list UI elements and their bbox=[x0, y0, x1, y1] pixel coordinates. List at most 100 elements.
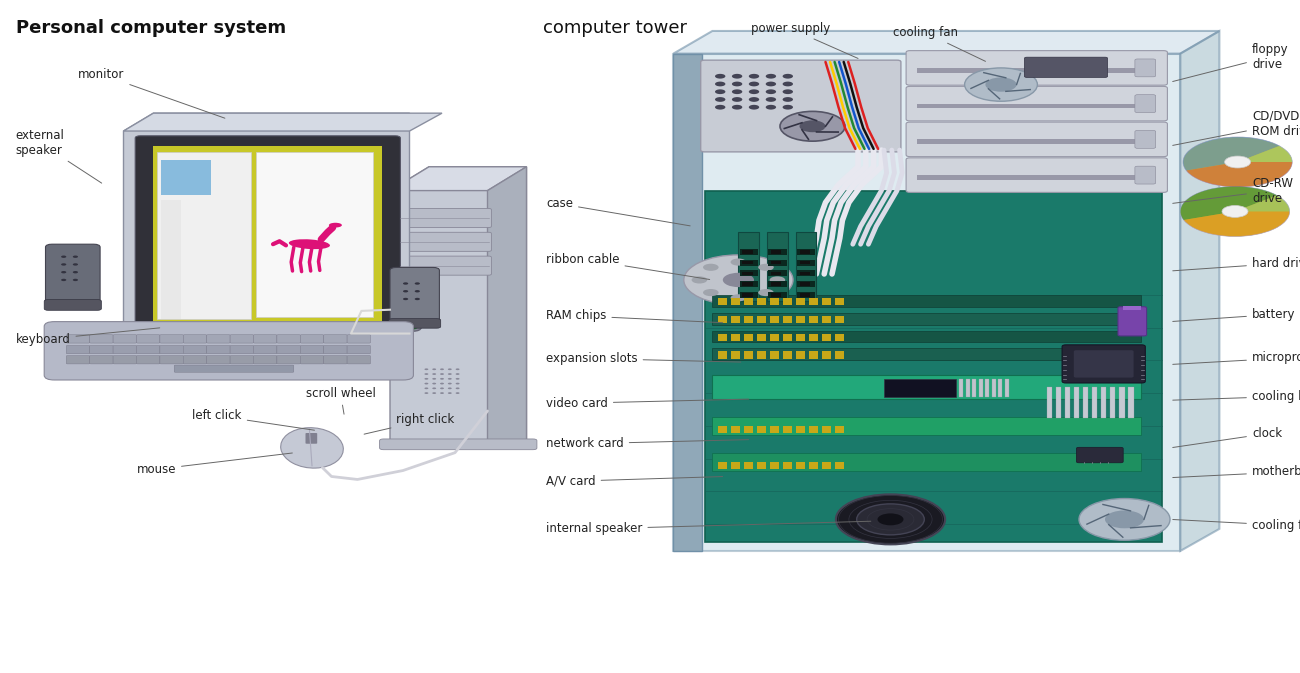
Circle shape bbox=[731, 258, 746, 266]
Bar bbox=[161, 199, 181, 318]
Circle shape bbox=[732, 74, 742, 79]
FancyBboxPatch shape bbox=[390, 267, 439, 326]
Circle shape bbox=[447, 388, 452, 389]
Text: network card: network card bbox=[546, 437, 749, 450]
Bar bbox=[797, 292, 815, 297]
FancyBboxPatch shape bbox=[254, 334, 277, 343]
FancyBboxPatch shape bbox=[136, 334, 160, 343]
FancyBboxPatch shape bbox=[347, 345, 370, 354]
Circle shape bbox=[857, 504, 924, 535]
Bar bbox=[161, 160, 211, 195]
Circle shape bbox=[424, 392, 429, 394]
Circle shape bbox=[715, 105, 725, 110]
FancyBboxPatch shape bbox=[230, 345, 254, 354]
Bar bbox=[757, 316, 766, 323]
Bar bbox=[797, 271, 815, 277]
Bar bbox=[992, 380, 996, 397]
Circle shape bbox=[365, 323, 376, 328]
Bar bbox=[809, 316, 818, 323]
Circle shape bbox=[692, 277, 707, 283]
Circle shape bbox=[783, 90, 793, 94]
FancyBboxPatch shape bbox=[347, 355, 370, 364]
Text: internal speaker: internal speaker bbox=[546, 521, 871, 536]
Bar bbox=[797, 281, 815, 287]
Circle shape bbox=[965, 68, 1037, 101]
Bar bbox=[771, 293, 781, 297]
Bar bbox=[768, 281, 786, 287]
Bar bbox=[705, 190, 1162, 542]
Bar bbox=[770, 316, 779, 323]
Wedge shape bbox=[1187, 162, 1292, 187]
Bar bbox=[214, 324, 227, 327]
Bar bbox=[1110, 387, 1115, 418]
FancyBboxPatch shape bbox=[324, 334, 347, 343]
Bar bbox=[673, 54, 702, 551]
Circle shape bbox=[432, 392, 437, 394]
Text: case: case bbox=[546, 197, 690, 226]
Polygon shape bbox=[124, 113, 442, 131]
Text: computer tower: computer tower bbox=[543, 19, 688, 37]
Text: floppy
drive: floppy drive bbox=[1173, 42, 1288, 81]
FancyBboxPatch shape bbox=[135, 136, 400, 331]
Bar bbox=[234, 324, 247, 327]
Bar bbox=[822, 426, 831, 433]
FancyBboxPatch shape bbox=[174, 365, 294, 372]
Circle shape bbox=[758, 289, 774, 296]
Text: CD-RW
drive: CD-RW drive bbox=[1173, 176, 1294, 205]
Bar bbox=[835, 334, 844, 341]
Bar bbox=[796, 426, 805, 433]
Bar bbox=[731, 334, 740, 341]
Text: A/V card: A/V card bbox=[546, 474, 723, 488]
FancyBboxPatch shape bbox=[136, 345, 160, 354]
FancyBboxPatch shape bbox=[277, 355, 300, 364]
FancyBboxPatch shape bbox=[46, 244, 100, 307]
Circle shape bbox=[456, 383, 460, 384]
Circle shape bbox=[424, 368, 429, 370]
Circle shape bbox=[441, 373, 445, 375]
Text: external
speaker: external speaker bbox=[16, 129, 101, 183]
Circle shape bbox=[770, 277, 785, 283]
FancyBboxPatch shape bbox=[300, 334, 324, 343]
Text: Image ID: BB49AJ: Image ID: BB49AJ bbox=[1154, 615, 1245, 625]
Bar bbox=[757, 297, 766, 305]
Bar bbox=[768, 249, 786, 255]
FancyBboxPatch shape bbox=[230, 334, 254, 343]
FancyBboxPatch shape bbox=[66, 345, 90, 354]
Circle shape bbox=[432, 368, 437, 370]
Bar bbox=[809, 297, 818, 305]
Bar bbox=[757, 426, 766, 433]
Circle shape bbox=[749, 90, 759, 94]
FancyBboxPatch shape bbox=[1135, 95, 1156, 112]
Circle shape bbox=[766, 90, 776, 94]
Bar bbox=[770, 462, 779, 468]
Text: monitor: monitor bbox=[78, 68, 225, 118]
Bar bbox=[744, 297, 753, 305]
Circle shape bbox=[432, 378, 437, 380]
Circle shape bbox=[424, 373, 429, 375]
Bar bbox=[809, 462, 818, 468]
Circle shape bbox=[415, 297, 420, 300]
FancyBboxPatch shape bbox=[324, 355, 347, 364]
Bar bbox=[740, 281, 758, 287]
Bar bbox=[771, 272, 781, 275]
Circle shape bbox=[456, 373, 460, 375]
Text: microprocessor: microprocessor bbox=[1173, 351, 1300, 364]
Circle shape bbox=[441, 392, 445, 394]
FancyBboxPatch shape bbox=[160, 355, 183, 364]
Bar bbox=[966, 380, 970, 397]
Wedge shape bbox=[1184, 211, 1290, 236]
Bar bbox=[822, 316, 831, 323]
Text: scroll wheel: scroll wheel bbox=[306, 386, 376, 414]
Bar bbox=[783, 297, 792, 305]
Bar bbox=[768, 292, 786, 297]
Circle shape bbox=[424, 383, 429, 384]
Bar bbox=[742, 261, 753, 264]
Circle shape bbox=[73, 279, 78, 281]
Polygon shape bbox=[673, 54, 1180, 551]
Circle shape bbox=[456, 368, 460, 370]
Circle shape bbox=[415, 290, 420, 293]
Bar bbox=[740, 271, 758, 277]
Bar bbox=[757, 334, 766, 341]
Bar bbox=[770, 351, 779, 359]
FancyBboxPatch shape bbox=[1024, 57, 1108, 77]
